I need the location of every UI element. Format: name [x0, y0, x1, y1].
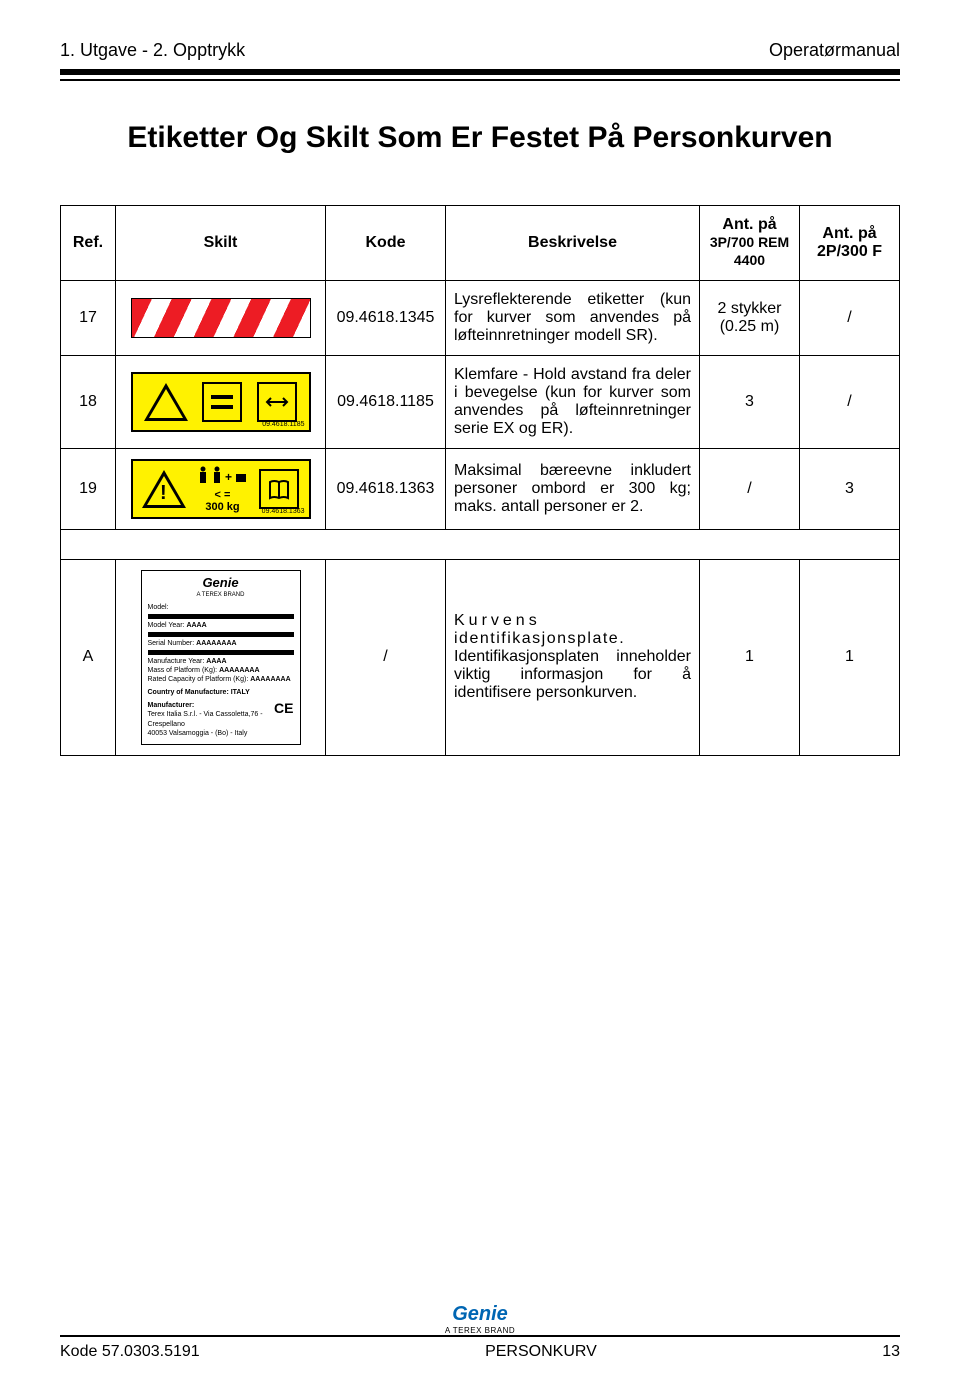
- label-smallcode: 09.4618.1363: [262, 508, 305, 515]
- skilt-cell: Genie A TEREX BRAND Model: Model Year: A…: [116, 560, 326, 756]
- load-icon: [234, 466, 248, 489]
- col-kode: Kode: [326, 206, 446, 281]
- skilt-cell: [116, 281, 326, 356]
- idplate-mfr-label: Manufacturer:: [148, 702, 195, 709]
- barcode-icon: [148, 650, 294, 655]
- idplate-serial-val: AAAAAAAA: [196, 640, 236, 647]
- label-smallcode: 09.4618.1185: [262, 421, 304, 428]
- capacity-warning-label: ! +: [131, 459, 311, 519]
- idplate-myear-val: AAAA: [206, 658, 226, 665]
- footer-left: Kode 57.0303.5191: [60, 1343, 200, 1361]
- page-footer: Genie A TEREX BRAND Kode 57.0303.5191 PE…: [60, 1303, 900, 1361]
- qty1-cell: /: [700, 449, 800, 530]
- kg-limit-l1: < =: [215, 489, 231, 501]
- ref-cell: A: [61, 560, 116, 756]
- qty1-l3: 4400: [734, 252, 765, 268]
- footer-logo: Genie A TEREX BRAND: [60, 1303, 900, 1335]
- besk-cell: Kurvens identifikasjonsplate. Identifika…: [446, 560, 700, 756]
- footer-brand: Genie: [60, 1303, 900, 1326]
- idplate-cap-label: Rated Capacity of Platform (Kg):: [148, 676, 249, 683]
- idplate-addr2: 40053 Valsamoggia - (Bo) - Italy: [148, 730, 248, 737]
- footer-rule: [60, 1335, 900, 1337]
- besk-line2: identifikasjonsplate.: [454, 630, 691, 648]
- besk-line1: Kurvens: [454, 612, 691, 630]
- distance-pictogram-icon: [257, 382, 297, 422]
- qty2-cell: 1: [800, 560, 900, 756]
- labels-table: Ref. Skilt Kode Beskrivelse Ant. på 3P/7…: [60, 205, 900, 756]
- skilt-cell: 09.4618.1185: [116, 356, 326, 449]
- footer-right: 13: [882, 1343, 900, 1361]
- qty1-l2: 3P/700 REM: [710, 234, 789, 250]
- idplate-mass-label: Mass of Platform (Kg):: [148, 667, 218, 674]
- col-qty2: Ant. på 2P/300 F: [800, 206, 900, 281]
- besk-rest: Identifikasjonsplaten inneholder viktig …: [454, 648, 691, 702]
- qty2-cell: 3: [800, 449, 900, 530]
- qty2-l2: 2P/300 F: [817, 243, 882, 260]
- idplate-addr1: Terex Italia S.r.l. - Via Cassoletta,76 …: [148, 711, 263, 727]
- col-ref: Ref.: [61, 206, 116, 281]
- qty1-l1: Ant. på: [722, 216, 776, 233]
- table-row: 18: [61, 356, 900, 449]
- ref-cell: 17: [61, 281, 116, 356]
- idplate-brand: Genie: [148, 575, 294, 592]
- idplate-year-val: AAAA: [186, 622, 206, 629]
- idplate-year-label: Model Year:: [148, 622, 185, 629]
- kode-cell: 09.4618.1185: [326, 356, 446, 449]
- idplate-myear-label: Manufacture Year:: [148, 658, 205, 665]
- qty2-l1: Ant. på: [822, 225, 876, 242]
- pinch-pictogram-icon: [202, 382, 242, 422]
- col-besk: Beskrivelse: [446, 206, 700, 281]
- besk-cell: Maksimal bæreevne inkludert personer omb…: [446, 449, 700, 530]
- besk-cell: Klemfare - Hold avstand fra deler i beve…: [446, 356, 700, 449]
- kode-cell: 09.4618.1363: [326, 449, 446, 530]
- qty1-cell: 2 stykker (0.25 m): [700, 281, 800, 356]
- manual-pictogram-icon: [259, 469, 299, 509]
- table-row: A Genie A TEREX BRAND Model: Model Year:…: [61, 560, 900, 756]
- table-row: 19 ! +: [61, 449, 900, 530]
- col-skilt: Skilt: [116, 206, 326, 281]
- qty1-cell: 1: [700, 560, 800, 756]
- barcode-icon: [148, 614, 294, 619]
- footer-subbrand: A TEREX BRAND: [60, 1326, 900, 1335]
- table-row: 17 09.4618.1345 Lysreflekterende etikett…: [61, 281, 900, 356]
- idplate-model-label: Model:: [148, 604, 169, 611]
- kode-cell: 09.4618.1345: [326, 281, 446, 356]
- pinch-warning-label: 09.4618.1185: [131, 372, 311, 432]
- kg-limit-l2: 300 kg: [205, 501, 239, 513]
- spacer-row: [61, 530, 900, 560]
- ce-mark-icon: CE: [274, 699, 293, 717]
- header-right: Operatørmanual: [769, 40, 900, 61]
- ref-cell: 18: [61, 356, 116, 449]
- page-title: Etiketter Og Skilt Som Er Festet På Pers…: [60, 121, 900, 155]
- header-rule: [60, 69, 900, 81]
- skilt-cell: ! +: [116, 449, 326, 530]
- barcode-icon: [148, 632, 294, 637]
- idplate-country: Country of Manufacture: ITALY: [148, 689, 250, 696]
- id-plate: Genie A TEREX BRAND Model: Model Year: A…: [141, 570, 301, 745]
- qty2-cell: /: [800, 356, 900, 449]
- idplate-subbrand: A TEREX BRAND: [148, 592, 294, 600]
- col-qty1: Ant. på 3P/700 REM 4400: [700, 206, 800, 281]
- besk-text: Maksimal bæreevne inkludert personer omb…: [454, 462, 691, 515]
- footer-center: PERSONKURV: [485, 1343, 597, 1361]
- idplate-mass-val: AAAAAAAA: [219, 667, 259, 674]
- warning-triangle-icon: [144, 383, 188, 421]
- hazard-stripes-icon: [131, 298, 311, 338]
- idplate-cap-val: AAAAAAAA: [250, 676, 290, 683]
- warning-triangle-icon: !: [142, 470, 186, 508]
- person-icon: [197, 466, 209, 489]
- person-icon: [211, 466, 223, 489]
- qty1-cell: 3: [700, 356, 800, 449]
- kode-cell: /: [326, 560, 446, 756]
- header-left: 1. Utgave - 2. Opptrykk: [60, 40, 245, 61]
- besk-cell: Lysreflekterende etiketter (kun for kurv…: [446, 281, 700, 356]
- qty2-cell: /: [800, 281, 900, 356]
- ref-cell: 19: [61, 449, 116, 530]
- idplate-serial-label: Serial Number:: [148, 640, 195, 647]
